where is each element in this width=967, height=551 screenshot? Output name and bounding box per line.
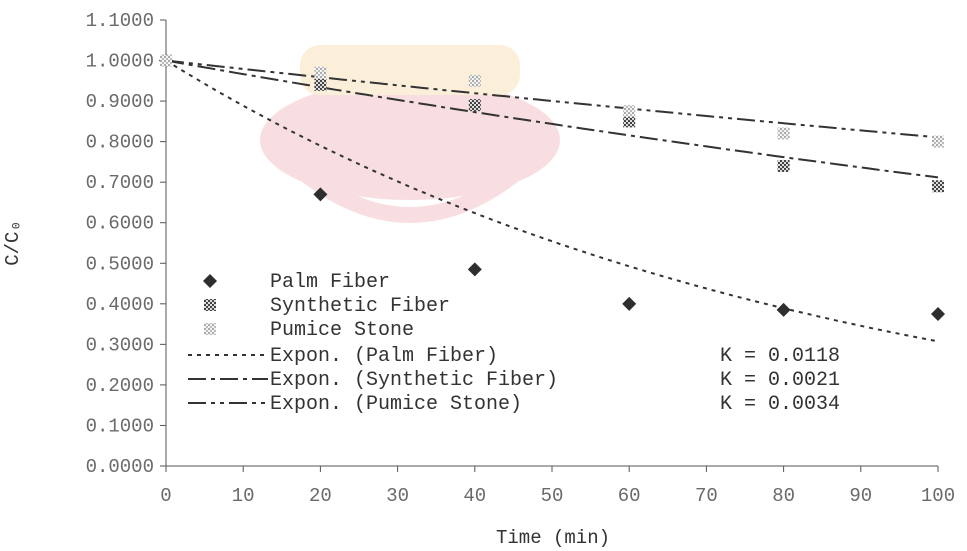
y-tick-label: 1.0000 xyxy=(86,51,154,73)
x-axis-title: Time (min) xyxy=(496,527,610,549)
legend-marker xyxy=(204,323,216,335)
data-point xyxy=(623,105,636,118)
x-tick-label: 70 xyxy=(695,485,718,507)
legend-label: Pumice Stone xyxy=(270,319,414,342)
data-points xyxy=(159,53,945,321)
trendline xyxy=(165,59,939,179)
legend-label: Expon. (Pumice Stone) xyxy=(270,393,522,416)
y-tick-label: 0.7000 xyxy=(86,172,154,194)
data-point xyxy=(313,187,328,202)
data-point xyxy=(623,115,636,128)
y-tick-label: 0.0000 xyxy=(86,456,154,478)
trendline xyxy=(165,59,939,139)
x-tick-label: 40 xyxy=(463,485,486,507)
y-axis-title: C/C₀ xyxy=(2,220,24,266)
data-point xyxy=(314,78,327,91)
y-tick-label: 0.1000 xyxy=(86,415,154,437)
ticks: 0.0000 0.1000 0.2000 0.3000 0.4000 0.5000 0.60… xyxy=(86,10,956,507)
y-tick-label: 0.6000 xyxy=(86,213,154,235)
legend-marker xyxy=(204,299,216,311)
x-tick-label: 50 xyxy=(541,485,564,507)
k-value-label: K = 0.0034 xyxy=(720,393,840,416)
legend-label: Expon. (Palm Fiber) xyxy=(270,345,498,368)
legend-label: Synthetic Fiber xyxy=(270,295,450,318)
x-tick-label: 60 xyxy=(618,485,641,507)
data-point xyxy=(622,296,637,311)
data-point xyxy=(777,127,790,140)
y-tick-label: 0.8000 xyxy=(86,132,154,154)
y-tick-label: 0.3000 xyxy=(86,334,154,356)
legend-label: Expon. (Synthetic Fiber) xyxy=(270,369,558,392)
x-tick-label: 30 xyxy=(386,485,409,507)
x-tick-label: 80 xyxy=(772,485,795,507)
y-tick-label: 0.5000 xyxy=(86,253,154,275)
data-point xyxy=(932,180,944,193)
y-tick-label: 1.1000 xyxy=(86,10,154,32)
data-point xyxy=(776,302,791,317)
x-tick-label: 10 xyxy=(232,485,255,507)
data-point xyxy=(932,135,944,148)
data-point xyxy=(931,306,945,321)
legend-label: Palm Fiber xyxy=(270,271,390,294)
y-tick-label: 0.9000 xyxy=(86,91,154,113)
trendlines xyxy=(165,59,939,343)
x-tick-label: 0 xyxy=(160,485,171,507)
x-tick-label: 100 xyxy=(921,485,955,507)
k-value-label: K = 0.0118 xyxy=(720,345,840,368)
data-point xyxy=(777,159,790,172)
data-point xyxy=(467,262,482,277)
x-tick-label: 90 xyxy=(849,485,872,507)
data-point xyxy=(468,99,481,112)
watermark xyxy=(260,45,560,223)
y-tick-label: 0.2000 xyxy=(86,375,154,397)
data-point xyxy=(160,54,172,67)
legend-marker xyxy=(203,274,217,288)
y-tick-label: 0.4000 xyxy=(86,294,154,316)
data-point xyxy=(468,74,481,87)
data-point xyxy=(314,66,327,79)
k-value-label: K = 0.0021 xyxy=(720,369,840,392)
trendline xyxy=(165,59,939,343)
x-tick-label: 20 xyxy=(309,485,332,507)
